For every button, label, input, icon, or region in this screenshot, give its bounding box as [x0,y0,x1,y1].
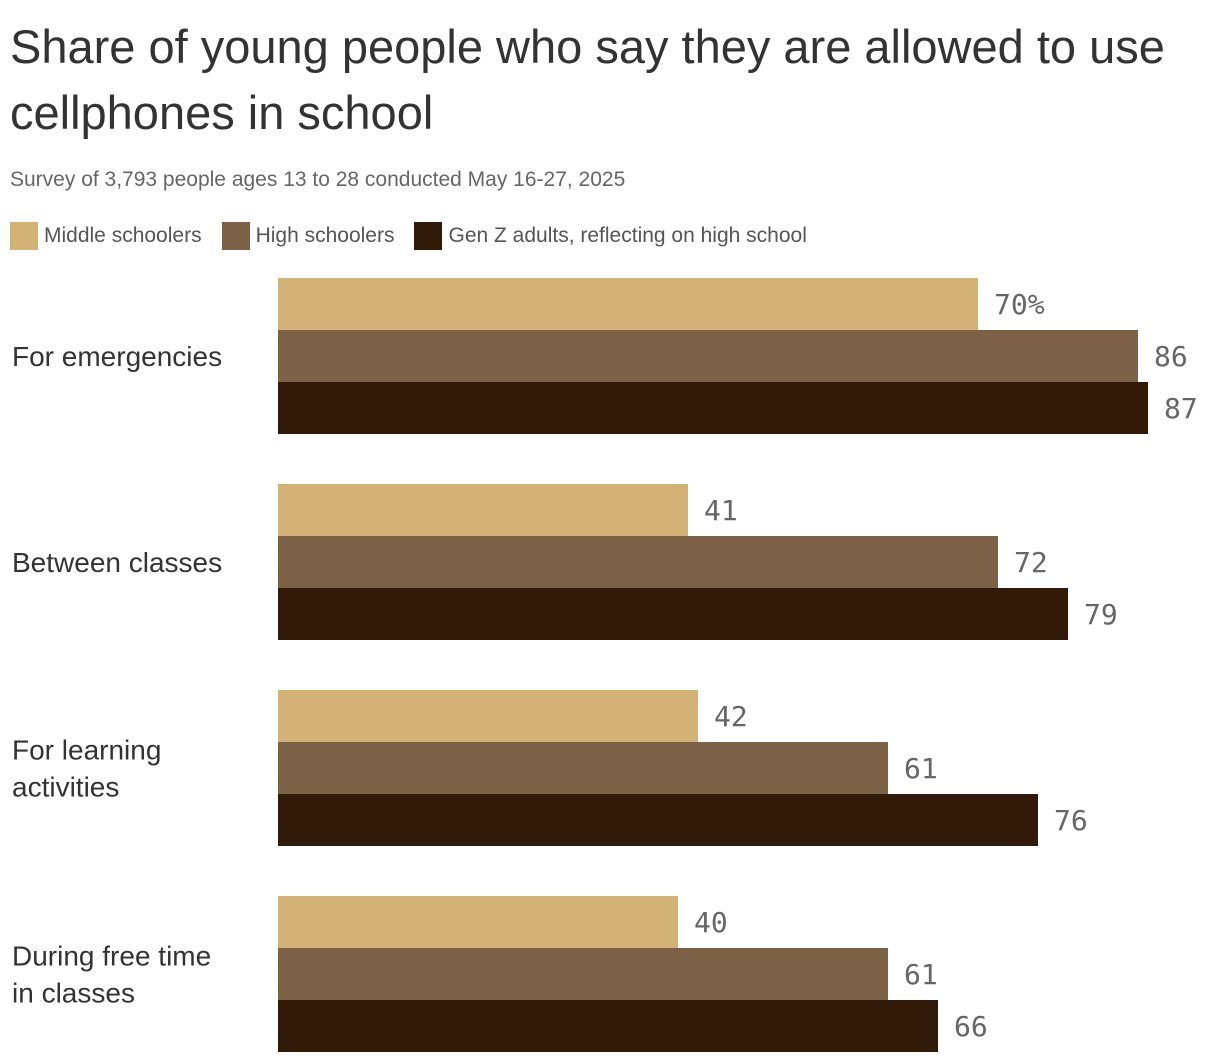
legend-item-middle-schoolers: Middle schoolers [10,222,202,250]
value-label-between-classes-middle-schoolers: 41 [704,494,738,527]
bar-for-learning-activities-middle-schoolers [278,690,698,742]
bar-during-free-time-in-classes-gen-z-adults-reflecting-on-high-school [278,1000,938,1052]
legend-item-high-schoolers: High schoolers [221,222,395,250]
legend-swatch-middle-schoolers [10,222,38,250]
category-label-for-emergencies: For emergencies [12,341,222,372]
bar-between-classes-gen-z-adults-reflecting-on-high-school [278,588,1068,640]
value-label-for-emergencies-middle-schoolers: 70% [994,288,1045,321]
bar-for-learning-activities-gen-z-adults-reflecting-on-high-school [278,794,1038,846]
value-label-during-free-time-in-classes-gen-z-adults-reflecting-on-high-school: 66 [954,1010,988,1043]
legend: Middle schoolers High schoolers Gen Z ad… [10,222,827,250]
value-label-for-emergencies-gen-z-adults-reflecting-on-high-school: 87 [1164,392,1198,425]
value-label-during-free-time-in-classes-middle-schoolers: 40 [694,906,728,939]
category-label-line: in classes [12,978,135,1009]
value-label-between-classes-gen-z-adults-reflecting-on-high-school: 79 [1084,598,1118,631]
legend-item-gen-z-adults: Gen Z adults, reflecting on high school [414,222,807,250]
value-label-for-emergencies-high-schoolers: 86 [1154,340,1188,373]
bar-for-emergencies-gen-z-adults-reflecting-on-high-school [278,382,1148,434]
bar-during-free-time-in-classes-middle-schoolers [278,896,678,948]
legend-swatch-gen-z-adults [414,222,443,250]
bar-between-classes-middle-schoolers [278,484,688,536]
category-label-during-free-time-in-classes: During free time in classes [12,941,211,1009]
bar-during-free-time-in-classes-high-schoolers [278,948,888,1000]
category-label-for-learning-activities: For learning activities [12,735,161,803]
chart-title: Share of young people who say they are a… [10,20,1165,139]
value-label-for-learning-activities-high-schoolers: 61 [904,752,938,785]
legend-swatch-high-schoolers [221,222,250,250]
category-label-line: activities [12,772,119,803]
bar-between-classes-high-schoolers [278,536,998,588]
category-label-line: For emergencies [12,341,222,372]
category-label-line: For learning [12,735,161,766]
legend-label-gen-z-adults: Gen Z adults, reflecting on high school [448,224,807,247]
category-label-line: Between classes [12,547,222,578]
value-label-for-learning-activities-middle-schoolers: 42 [714,700,748,733]
bar-for-learning-activities-high-schoolers [278,742,888,794]
category-label-line: During free time [12,941,211,972]
category-label-between-classes: Between classes [12,547,222,578]
bar-for-emergencies-high-schoolers [278,330,1138,382]
legend-label-middle-schoolers: Middle schoolers [44,224,202,247]
value-label-for-learning-activities-gen-z-adults-reflecting-on-high-school: 76 [1054,804,1088,837]
bar-for-emergencies-middle-schoolers [278,278,978,330]
chart-subtitle: Survey of 3,793 people ages 13 to 28 con… [10,168,626,191]
legend-label-high-schoolers: High schoolers [255,224,395,247]
value-label-during-free-time-in-classes-high-schoolers: 61 [904,958,938,991]
value-label-between-classes-high-schoolers: 72 [1014,546,1048,579]
